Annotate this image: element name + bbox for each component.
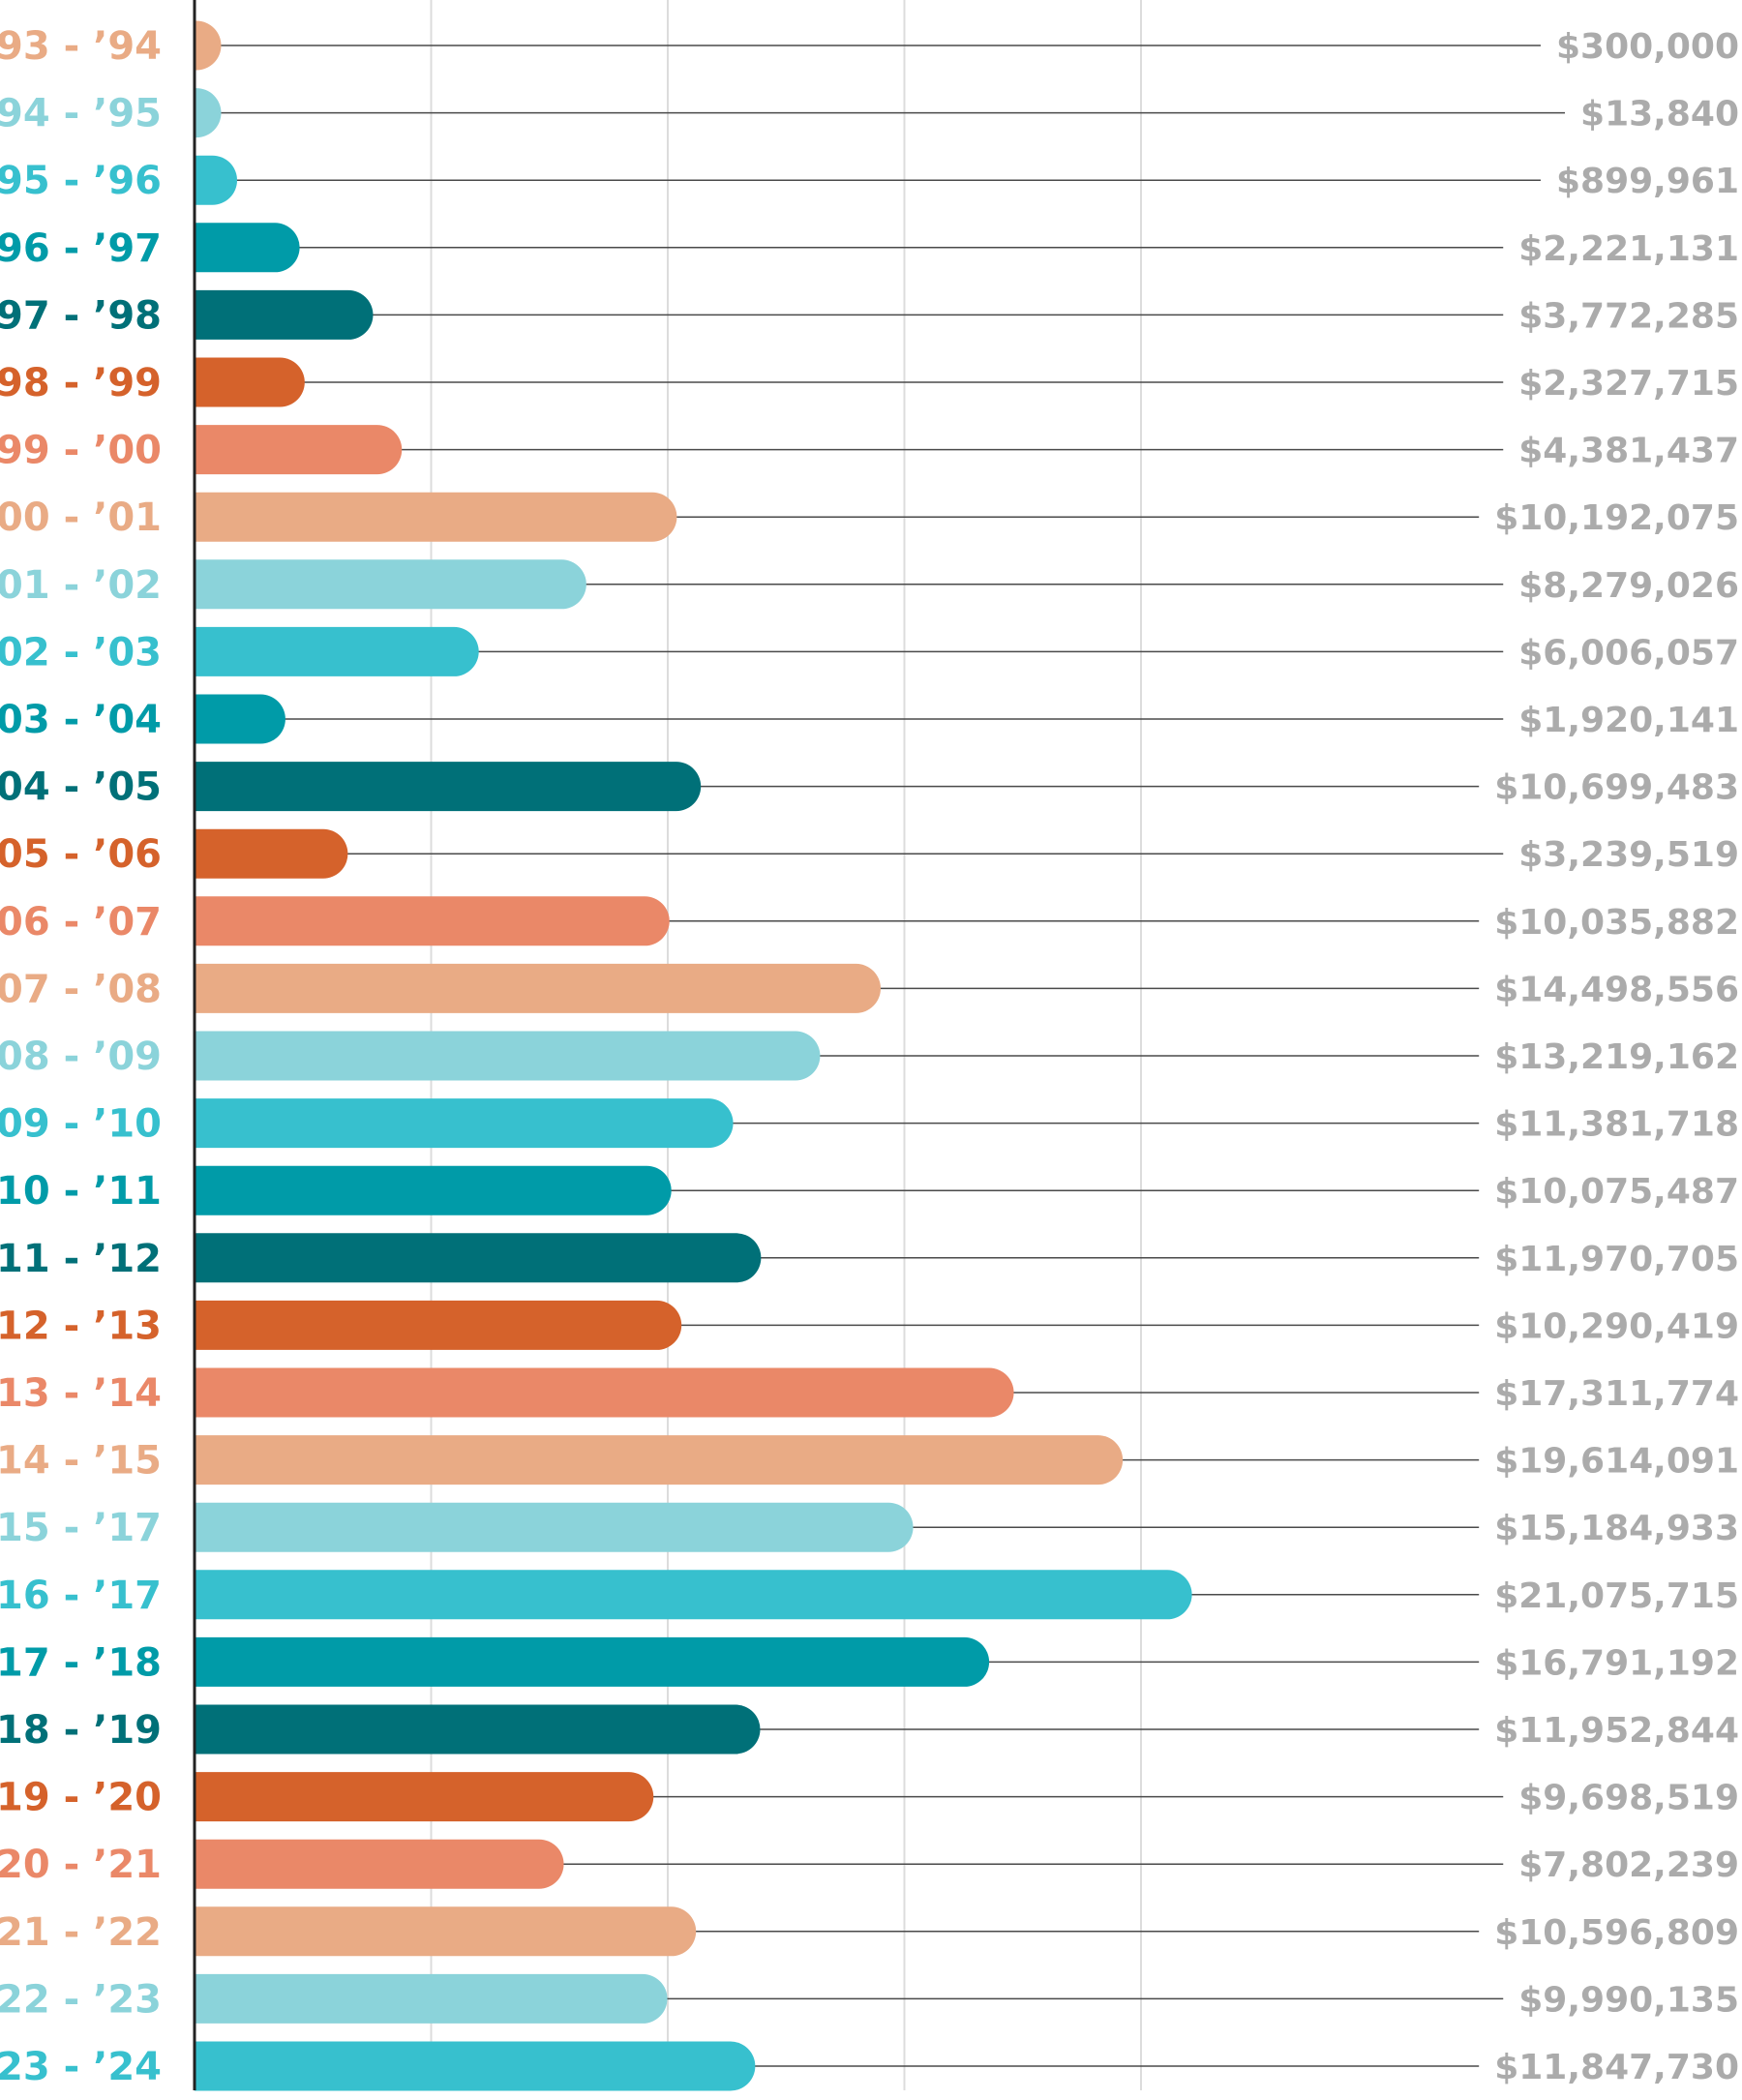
- value-label: $2,327,715: [1518, 364, 1739, 404]
- value-label: $11,970,705: [1494, 1240, 1739, 1279]
- value-label: $11,847,730: [1494, 2048, 1739, 2087]
- value-label: $19,614,091: [1494, 1442, 1739, 1482]
- value-label: $11,381,718: [1494, 1105, 1739, 1145]
- bar: [195, 2041, 756, 2091]
- category-label: ’22 - ’23: [0, 1977, 162, 2022]
- category-label: ’02 - ’03: [0, 630, 162, 675]
- category-label: ’08 - ’09: [0, 1035, 162, 1079]
- value-label: $17,311,774: [1494, 1374, 1739, 1414]
- value-label: $11,952,844: [1494, 1711, 1739, 1751]
- category-label: ’06 - ’07: [0, 900, 162, 945]
- bar: [195, 1300, 682, 1350]
- value-label: $10,035,882: [1494, 903, 1739, 943]
- category-label: ’04 - ’05: [0, 765, 162, 810]
- category-label: ’16 - ’17: [0, 1574, 162, 1618]
- value-label: $21,075,715: [1494, 1576, 1739, 1616]
- value-label: $9,698,519: [1518, 1779, 1739, 1818]
- bar: [195, 1906, 697, 1957]
- category-label: ’21 - ’22: [0, 1910, 162, 1955]
- bar: [195, 1098, 734, 1149]
- category-label: ’98 - ’99: [0, 361, 162, 405]
- category-label: ’12 - ’13: [0, 1304, 162, 1348]
- value-label: $15,184,933: [1494, 1509, 1739, 1548]
- category-label: ’07 - ’08: [0, 967, 162, 1011]
- bar: [195, 896, 670, 946]
- category-label: ’10 - ’11: [0, 1169, 162, 1214]
- value-label: $13,840: [1580, 95, 1739, 135]
- bar: [195, 626, 479, 676]
- bar: [195, 1233, 762, 1283]
- category-label: ’99 - ’00: [0, 429, 162, 473]
- bar: [195, 762, 702, 812]
- value-label: $2,221,131: [1518, 229, 1739, 269]
- category-label: ’03 - ’04: [0, 698, 162, 742]
- value-label: $13,219,162: [1494, 1037, 1739, 1077]
- category-label: ’15 - ’17: [0, 1506, 162, 1550]
- bar: [195, 1570, 1192, 1620]
- category-label: ’09 - ’10: [0, 1102, 162, 1147]
- category-label: ’13 - ’14: [0, 1371, 162, 1416]
- value-label: $14,498,556: [1494, 970, 1739, 1009]
- category-label: ’00 - ’01: [0, 495, 162, 540]
- value-label: $3,239,519: [1518, 835, 1739, 875]
- value-label: $10,596,809: [1494, 1913, 1739, 1953]
- bar: [195, 694, 285, 744]
- bar: [195, 1031, 821, 1081]
- category-label: ’95 - ’96: [0, 159, 162, 203]
- bar: [195, 1772, 654, 1822]
- value-label: $3,772,285: [1518, 296, 1739, 336]
- bar: [195, 88, 222, 138]
- bar: [195, 492, 677, 542]
- category-labels: ’93 - ’94 ’94 - ’95 ’95 - ’96 ’96 - ’97 ’97 …: [0, 24, 162, 2089]
- bar: [195, 559, 586, 610]
- value-label: $4,381,437: [1518, 432, 1739, 471]
- bar: [195, 1502, 914, 1552]
- value-label: $10,699,483: [1494, 768, 1739, 808]
- bar: [195, 1636, 990, 1687]
- value-label: $6,006,057: [1518, 633, 1739, 673]
- value-label: $10,075,487: [1494, 1172, 1739, 1212]
- category-label: ’94 - ’95: [0, 92, 162, 136]
- value-label: $899,961: [1556, 162, 1739, 201]
- bar: [195, 289, 374, 340]
- bar: [195, 828, 348, 879]
- bar: [195, 1435, 1124, 1485]
- category-label: ’93 - ’94: [0, 24, 162, 69]
- bar: [195, 1839, 564, 1889]
- value-labels: $300,000 $13,840 $899,961 $2,221,131 $3,772,…: [1494, 27, 1739, 2087]
- category-label: ’19 - ’20: [0, 1776, 162, 1820]
- value-label: $7,802,239: [1518, 1845, 1739, 1885]
- category-label: ’97 - ’98: [0, 293, 162, 338]
- value-label: $8,279,026: [1518, 566, 1739, 606]
- bar: [195, 1367, 1014, 1418]
- bar: [195, 223, 300, 273]
- value-label: $300,000: [1556, 27, 1739, 67]
- category-label: ’01 - ’02: [0, 563, 162, 608]
- value-label: $16,791,192: [1494, 1643, 1739, 1683]
- category-label: ’11 - ’12: [0, 1237, 162, 1281]
- bar: [195, 1165, 672, 1215]
- category-label: ’14 - ’15: [0, 1439, 162, 1484]
- bars: [195, 20, 1192, 2091]
- bar: [195, 963, 881, 1013]
- category-label: ’96 - ’97: [0, 226, 162, 271]
- category-label: ’23 - ’24: [0, 2045, 162, 2089]
- bar: [195, 155, 238, 205]
- value-label: $10,192,075: [1494, 498, 1739, 538]
- category-label: ’05 - ’06: [0, 832, 162, 877]
- bar: [195, 1973, 668, 2024]
- value-label: $9,990,135: [1518, 1980, 1739, 2020]
- value-label: $10,290,419: [1494, 1306, 1739, 1346]
- value-label: $1,920,141: [1518, 701, 1739, 740]
- category-label: ’17 - ’18: [0, 1640, 162, 1685]
- bar: [195, 20, 222, 71]
- bar: [195, 425, 403, 475]
- category-label: ’20 - ’21: [0, 1843, 162, 1887]
- category-label: ’18 - ’19: [0, 1708, 162, 1753]
- bar: [195, 357, 305, 407]
- bar: [195, 1704, 761, 1755]
